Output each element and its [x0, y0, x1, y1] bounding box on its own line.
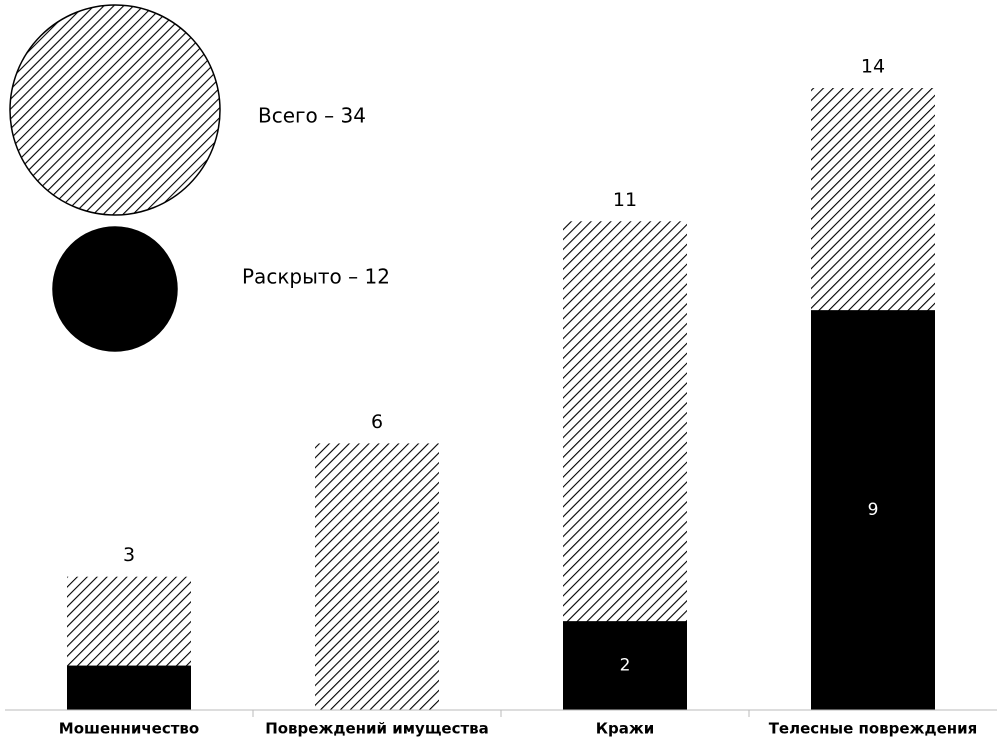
- bar: [563, 621, 687, 710]
- value-label: 3: [123, 544, 135, 566]
- bar: [67, 665, 191, 710]
- x-tick-label: Телесные повреждения: [769, 720, 978, 738]
- value-label: 2: [620, 656, 631, 676]
- value-label: 6: [371, 411, 383, 433]
- x-tick-label: Повреждений имущества: [265, 720, 489, 738]
- legend-swatch: [9, 4, 221, 216]
- legend-swatch: [52, 226, 178, 352]
- value-label: 11: [613, 189, 637, 211]
- value-label: 9: [868, 500, 879, 520]
- bar: [315, 443, 439, 710]
- bar: [811, 310, 935, 710]
- legend-label: Раскрыто – 12: [242, 265, 390, 289]
- x-tick-label: Кражи: [596, 720, 655, 738]
- legend-label: Всего – 34: [258, 104, 366, 128]
- value-label: 14: [861, 56, 885, 78]
- x-tick-label: Мошенничество: [59, 720, 199, 738]
